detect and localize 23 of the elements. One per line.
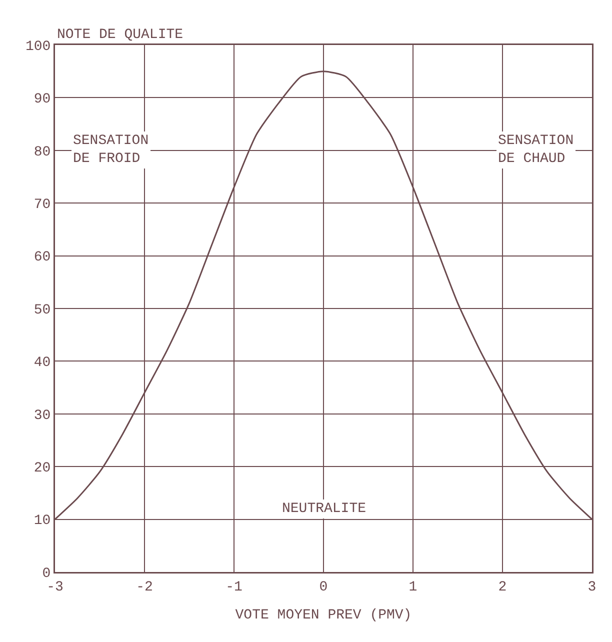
y-tick-label: 0: [42, 566, 51, 582]
x-tick-label: 0: [319, 579, 328, 596]
x-tick-label: -3: [46, 579, 64, 596]
x-tick-label: 1: [408, 579, 418, 596]
annotation: SENSATION DE CHAUD: [498, 133, 574, 168]
y-tick-label: 50: [34, 302, 51, 318]
annotation: SENSATION DE FROID: [73, 133, 149, 168]
y-tick-label: 40: [34, 355, 51, 372]
y-tick-label: 60: [34, 250, 51, 266]
x-tick-label: -1: [226, 579, 242, 596]
y-tick-label: 90: [34, 92, 51, 108]
x-tick-label: -2: [136, 579, 153, 596]
y-tick-label: 100: [25, 38, 51, 55]
x-tick-label: 2: [498, 579, 507, 596]
annotation: NEUTRALITE: [282, 501, 366, 517]
y-tick-label: 80: [34, 144, 51, 160]
y-tick-label: 10: [34, 513, 51, 530]
x-tick-label: 3: [588, 579, 596, 596]
y-tick-label: 20: [34, 460, 51, 476]
y-axis-title: NOTE DE QUALITE: [57, 27, 184, 43]
y-tick-label: 70: [34, 197, 51, 213]
x-axis-title: VOTE MOYEN PREV (PMV): [235, 607, 412, 624]
y-tick-label: 30: [34, 408, 51, 424]
